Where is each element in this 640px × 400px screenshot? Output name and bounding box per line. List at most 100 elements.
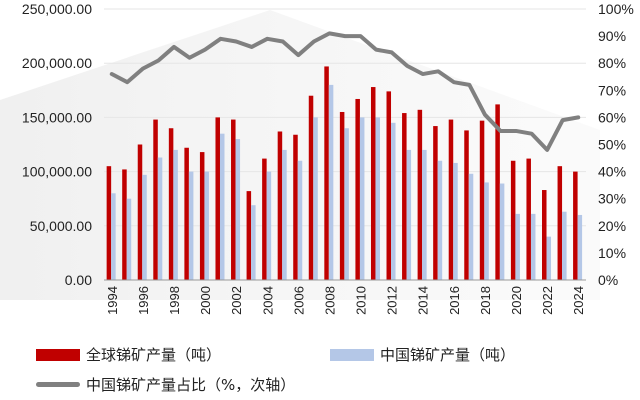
bar (231, 119, 236, 280)
x-tick-label: 2000 (198, 286, 213, 315)
x-tick-label: 2016 (447, 286, 462, 315)
x-tick-label: 2022 (540, 286, 555, 315)
bar (184, 147, 189, 280)
bar (122, 169, 127, 280)
bar (199, 152, 205, 280)
bar (293, 134, 298, 280)
bar (562, 211, 567, 280)
y-tick-label: 150,000.00 (22, 109, 92, 125)
bar (137, 144, 143, 280)
legend-swatch-share (36, 382, 80, 387)
x-tick-label: 2024 (571, 286, 586, 315)
x-tick-label: 2010 (354, 286, 369, 315)
bar (168, 128, 174, 280)
bar (246, 191, 252, 280)
legend-label-share: 中国锑矿产量占比（%，次轴） (86, 376, 296, 394)
y2-tick-label: 70% (598, 82, 626, 98)
bar (402, 113, 407, 280)
bar (370, 87, 376, 280)
y-tick-label: 100,000.00 (22, 164, 92, 180)
bar (530, 213, 536, 280)
bar (448, 119, 454, 280)
bar (153, 119, 158, 280)
x-tick-label: 1998 (167, 286, 182, 315)
y2-tick-label: 90% (598, 28, 626, 44)
bar (495, 104, 500, 280)
legend-label-global: 全球锑矿产量（吨） (86, 346, 222, 364)
x-tick-label: 2004 (260, 286, 275, 315)
y2-tick-label: 20% (598, 218, 626, 234)
x-tick-label: 2008 (322, 286, 337, 315)
bar (526, 158, 531, 280)
bar (499, 183, 505, 280)
bar (557, 166, 563, 280)
y-tick-label: 0.00 (65, 272, 92, 288)
bar (542, 190, 547, 280)
bar (433, 126, 438, 280)
bar (479, 120, 485, 281)
y-tick-label: 200,000.00 (22, 55, 92, 71)
y2-tick-label: 80% (598, 55, 626, 71)
y2-tick-label: 10% (598, 245, 626, 261)
legend-item-china-output: 中国锑矿产量（吨） (330, 344, 515, 365)
bar (386, 91, 392, 280)
bar (464, 130, 469, 280)
bar (266, 171, 272, 280)
legend-swatch-china (330, 348, 374, 361)
bar (111, 193, 116, 280)
bar (391, 122, 396, 280)
bar (297, 160, 303, 280)
x-tick-label: 2020 (509, 286, 524, 315)
bar (510, 160, 516, 280)
x-tick-label: 2014 (416, 286, 431, 315)
bar (142, 174, 147, 280)
bar (546, 236, 552, 280)
bar (453, 162, 458, 280)
legend-swatch-global (36, 348, 80, 361)
x-tick-label: 2012 (385, 286, 400, 315)
bar (573, 171, 578, 280)
y2-tick-label: 100% (598, 1, 634, 17)
bar (277, 131, 283, 280)
y2-tick-label: 40% (598, 164, 626, 180)
bar (262, 158, 267, 280)
x-tick-label: 2002 (229, 286, 244, 315)
line-series-group (109, 31, 581, 152)
bar (219, 133, 225, 280)
bar (157, 157, 163, 280)
bar (328, 84, 334, 280)
bar (324, 66, 329, 280)
y2-tick-label: 60% (598, 109, 626, 125)
bar (188, 171, 194, 280)
bar (577, 214, 583, 280)
share-line (109, 31, 581, 152)
x-tick-label: 1996 (136, 286, 151, 315)
bar (417, 109, 423, 280)
bar (204, 171, 209, 280)
bar (126, 198, 132, 280)
bar (251, 205, 256, 280)
legend-item-global-output: 全球锑矿产量（吨） (36, 344, 221, 365)
bar (215, 117, 220, 281)
legend-label-china: 中国锑矿产量（吨） (380, 346, 516, 364)
x-tick-label: 1994 (105, 286, 120, 315)
bar (355, 98, 360, 280)
bar (313, 117, 318, 281)
y-tick-label: 50,000.00 (30, 218, 92, 234)
bar (282, 149, 287, 280)
bars-group (106, 66, 583, 281)
y2-tick-label: 0% (598, 272, 618, 288)
bar (339, 111, 345, 280)
y2-tick-label: 50% (598, 137, 626, 153)
y2-tick-label: 30% (598, 191, 626, 207)
bar (344, 128, 349, 280)
x-tick-label: 2006 (291, 286, 306, 315)
bar (406, 149, 412, 280)
bar (359, 117, 365, 281)
bar (375, 117, 380, 281)
axes-group: 0.00 50,000.00 100,000.00 150,000.00 200,000… (22, 1, 634, 315)
bar (422, 149, 427, 280)
bar (106, 166, 112, 280)
bar (308, 95, 314, 280)
